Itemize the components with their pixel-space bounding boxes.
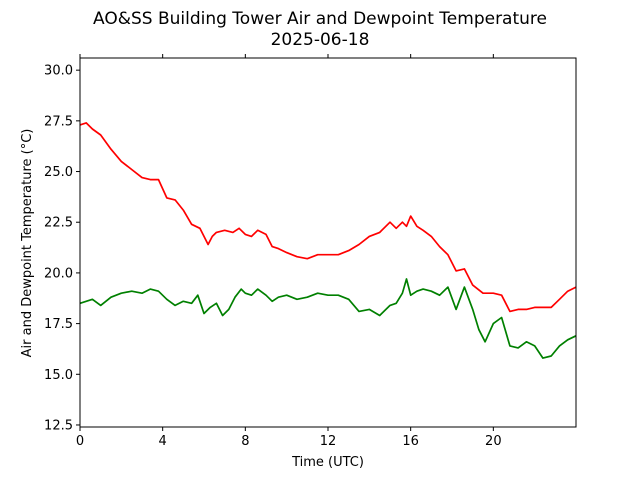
x-tick-label: 20 xyxy=(485,434,502,449)
chart-subtitle: 2025-06-18 xyxy=(271,30,370,50)
x-tick-label: 8 xyxy=(241,434,249,449)
y-tick-label: 22.5 xyxy=(44,216,73,231)
x-tick-label: 0 xyxy=(76,434,84,449)
y-tick-label: 12.5 xyxy=(44,418,73,433)
y-tick-label: 17.5 xyxy=(44,317,73,332)
dewpoint-temperature-line xyxy=(79,278,577,359)
x-tick-label: 16 xyxy=(402,434,419,449)
x-axis: 0 4 8 12 16 20 xyxy=(76,54,502,449)
y-tick-label: 27.5 xyxy=(44,114,73,129)
chart-title: AO&SS Building Tower Air and Dewpoint Te… xyxy=(93,9,547,29)
y-tick-label: 25.0 xyxy=(44,165,73,180)
y-tick-label: 30.0 xyxy=(44,64,73,79)
air-temperature-line xyxy=(79,122,577,313)
y-axis: 12.5 15.0 17.5 20.0 22.5 25.0 27.5 30.0 xyxy=(44,64,80,433)
y-tick-label: 20.0 xyxy=(44,266,73,281)
plot-lines xyxy=(79,122,577,359)
x-tick-label: 12 xyxy=(320,434,337,449)
x-tick-label: 4 xyxy=(159,434,167,449)
y-axis-label: Air and Dewpoint Temperature (°C) xyxy=(20,129,35,358)
plot-frame xyxy=(79,57,577,428)
y-tick-label: 15.0 xyxy=(44,368,73,383)
x-axis-label: Time (UTC) xyxy=(291,455,364,470)
